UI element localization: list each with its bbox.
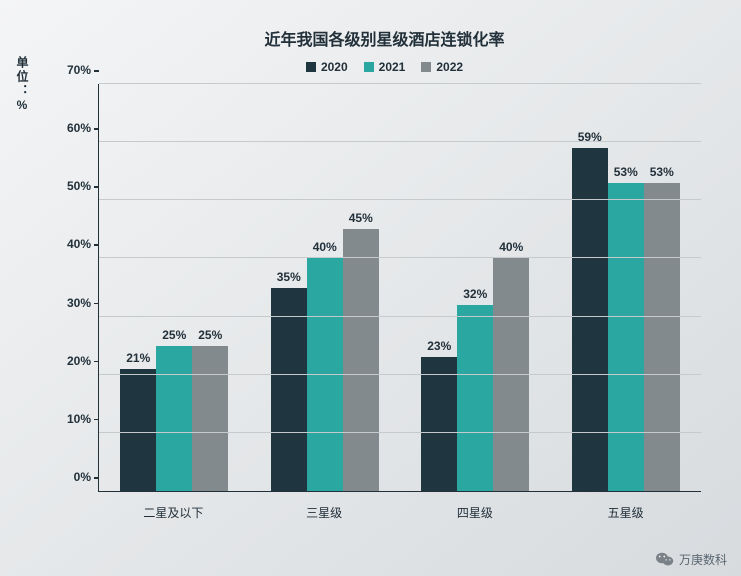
bar-group: 35%40%45%	[250, 84, 401, 491]
legend-item: 2021	[364, 60, 406, 74]
bar: 21%	[120, 369, 156, 491]
bar-value-label: 23%	[427, 339, 451, 353]
y-tick-label: 40%	[67, 237, 99, 251]
bar-value-label: 35%	[277, 270, 301, 284]
bar: 53%	[608, 183, 644, 491]
bar: 35%	[271, 288, 307, 492]
bar-group: 59%53%53%	[551, 84, 702, 491]
bar: 32%	[457, 305, 493, 491]
legend: 2020 2021 2022	[58, 60, 711, 74]
chart-title: 近年我国各级别星级酒店连锁化率	[58, 26, 711, 50]
bar-group: 23%32%40%	[400, 84, 551, 491]
bar: 40%	[307, 258, 343, 491]
x-axis-label: 五星级	[550, 496, 701, 524]
bar: 40%	[493, 258, 529, 491]
footer-brand-text: 万庚数科	[679, 551, 727, 568]
grid-line	[99, 257, 701, 258]
bar-value-label: 32%	[463, 287, 487, 301]
bar: 25%	[192, 346, 228, 491]
bar-group: 21%25%25%	[99, 84, 250, 491]
plot: 21%25%25%35%40%45%23%32%40%59%53%53% 0%1…	[98, 84, 701, 492]
grid-line	[99, 199, 701, 200]
legend-swatch	[306, 62, 316, 72]
y-tick-label: 30%	[67, 296, 99, 310]
legend-label: 2020	[321, 60, 348, 74]
bar-value-label: 53%	[650, 165, 674, 179]
chart-container: 近年我国各级别星级酒店连锁化率 202020212022 21%25%25%35…	[0, 0, 741, 576]
bar: 53%	[644, 183, 680, 491]
grid-line	[99, 374, 701, 375]
x-axis-label: 三星级	[249, 496, 400, 524]
bar-value-label: 45%	[349, 211, 373, 225]
x-axis-label: 二星及以下	[98, 496, 249, 524]
y-tick-label: 20%	[67, 354, 99, 368]
x-axis-labels: 二星及以下三星级四星级五星级	[98, 496, 701, 524]
bar: 45%	[343, 229, 379, 491]
plot-area: 21%25%25%35%40%45%23%32%40%59%53%53% 0%1…	[58, 84, 711, 524]
y-tick-label: 60%	[67, 121, 99, 135]
grid-line	[99, 83, 701, 84]
bar-value-label: 40%	[313, 240, 337, 254]
grid-line	[99, 432, 701, 433]
bar-value-label: 25%	[198, 328, 222, 342]
wechat-icon	[656, 552, 674, 567]
y-tick-label: 10%	[67, 412, 99, 426]
bar-value-label: 25%	[162, 328, 186, 342]
legend-item: 2022	[421, 60, 463, 74]
legend-swatch	[421, 62, 431, 72]
bar-groups: 21%25%25%35%40%45%23%32%40%59%53%53%	[99, 84, 701, 491]
bar: 23%	[421, 357, 457, 491]
grid-line	[99, 141, 701, 142]
legend-label: 2022	[436, 60, 463, 74]
bar-value-label: 40%	[499, 240, 523, 254]
y-axis-title: 单位：%	[14, 56, 31, 114]
y-tick-label: 70%	[67, 63, 99, 77]
footer-brand: 万庚数科	[656, 551, 727, 568]
bar: 25%	[156, 346, 192, 491]
legend-swatch	[364, 62, 374, 72]
bar-value-label: 21%	[126, 351, 150, 365]
y-tick-label: 0%	[74, 470, 99, 484]
y-tick-label: 50%	[67, 179, 99, 193]
x-axis-label: 四星级	[400, 496, 551, 524]
grid-line	[99, 316, 701, 317]
legend-label: 2021	[379, 60, 406, 74]
legend-item: 2020	[306, 60, 348, 74]
bar-value-label: 53%	[614, 165, 638, 179]
